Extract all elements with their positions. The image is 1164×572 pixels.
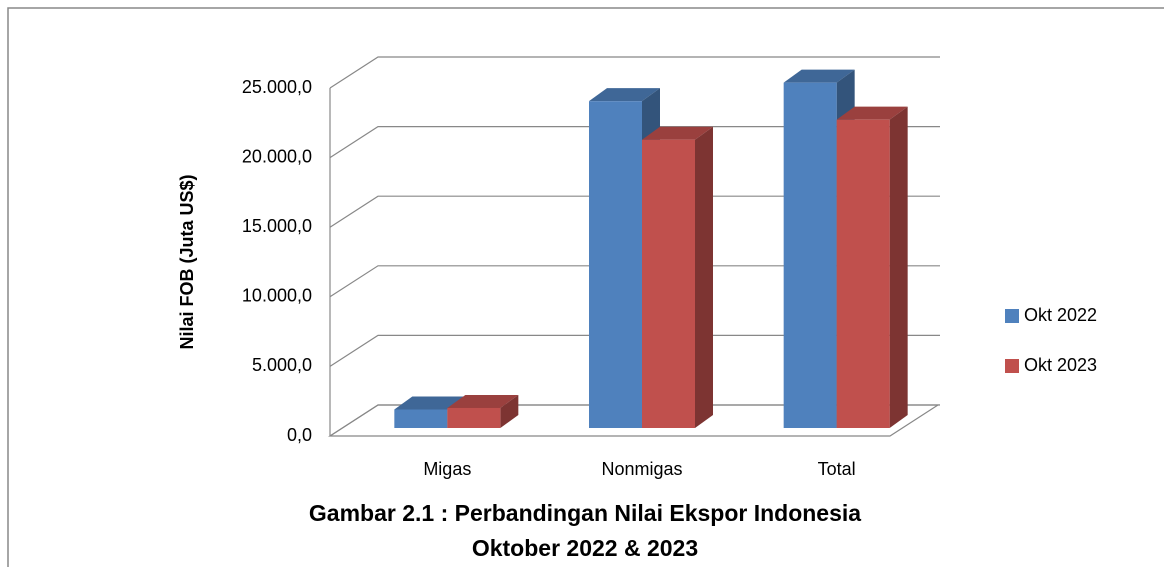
grid-line [329, 265, 940, 298]
chart-title: Gambar 2.1 : Perbandingan Nilai Ekspor I… [309, 500, 861, 526]
bar-top [783, 69, 855, 83]
bar [642, 139, 695, 428]
grid-line [329, 334, 940, 367]
x-tick-label: Total [818, 459, 856, 479]
bar-top [642, 126, 713, 140]
bar-top [394, 396, 466, 410]
y-tick-label: 20.000,0 [242, 146, 312, 166]
grid-line [329, 195, 940, 228]
bar-top [589, 88, 660, 102]
y-tick-label: 15.000,0 [242, 216, 312, 236]
bar-top [836, 106, 908, 120]
grid-line [329, 404, 940, 437]
grid-line [329, 56, 940, 89]
y-tick-label: 5.000,0 [252, 355, 312, 375]
x-tick-label: Migas [423, 459, 471, 479]
y-axis-title: Nilai FOB (Juta US$) [177, 174, 197, 349]
legend-label: Okt 2023 [1024, 355, 1097, 375]
bar [447, 407, 501, 428]
bar-side [889, 106, 908, 428]
bar-top [447, 394, 519, 408]
bar-side [500, 394, 519, 428]
chart-subtitle: Oktober 2022 & 2023 [472, 535, 698, 561]
y-tick-label: 0,0 [287, 425, 312, 445]
grid-line [329, 125, 940, 159]
bar [394, 409, 448, 428]
y-tick-label: 10.000,0 [242, 286, 312, 306]
legend-swatch [1005, 309, 1019, 323]
y-tick-label: 25.000,0 [242, 77, 312, 97]
chart-frame [7, 7, 1164, 572]
x-tick-label: Nonmigas [601, 459, 682, 479]
bar [589, 101, 642, 429]
bar [836, 119, 890, 428]
legend-swatch [1005, 359, 1019, 373]
bar [783, 82, 837, 428]
legend-label: Okt 2022 [1024, 305, 1097, 325]
bar-side [695, 126, 713, 428]
